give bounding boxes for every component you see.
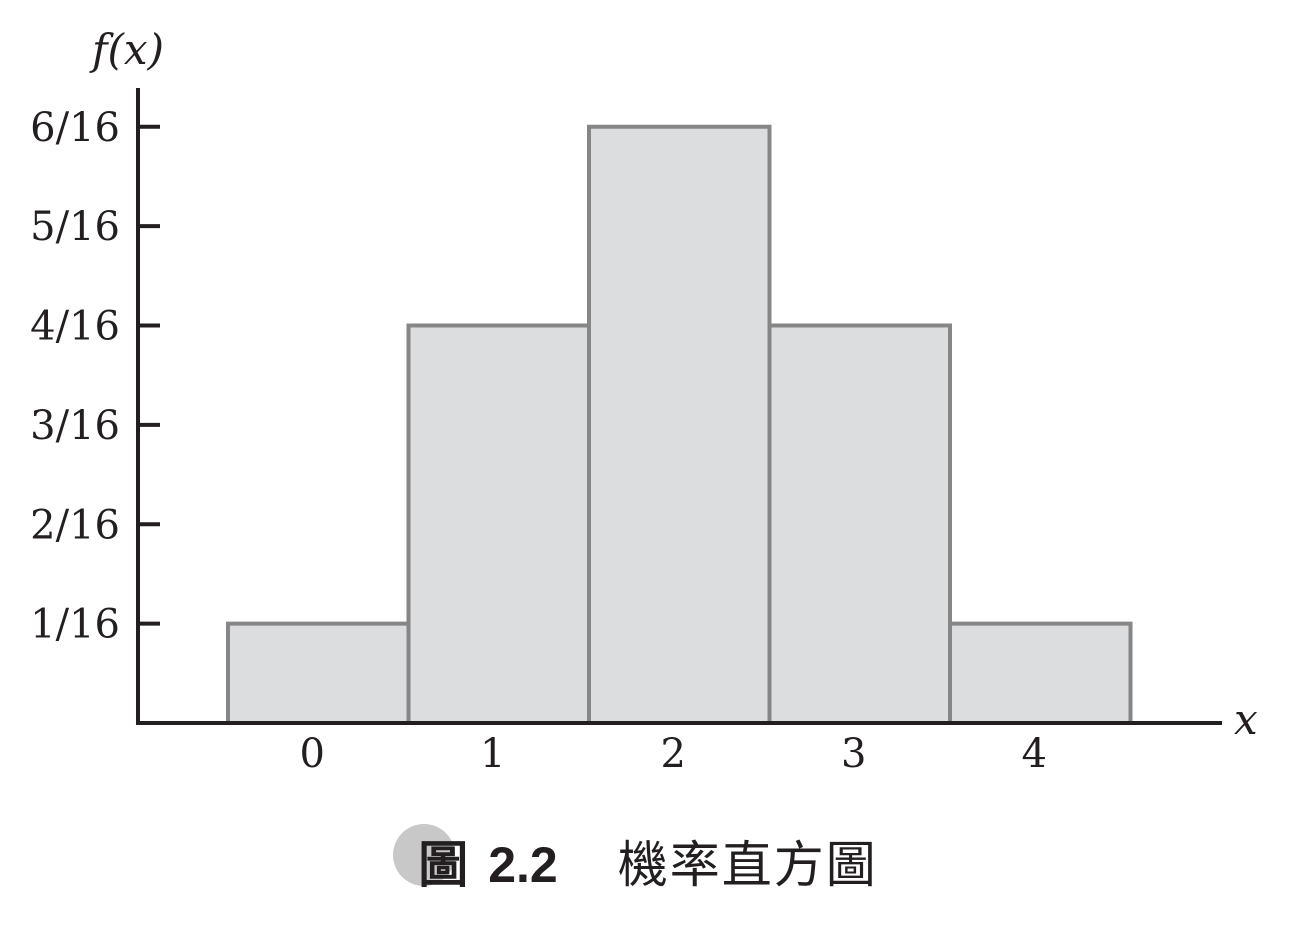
y-ticks-group: 1/16 2/16 3/16 4/16 5/16 6/16 [30,105,160,648]
bar-x-2 [587,124,772,725]
y-tick-label: 6/16 [30,105,120,151]
caption-title: 機率直方圖 [617,836,878,894]
y-tick-label: 5/16 [30,204,120,250]
bar-x-4 [948,621,1133,725]
x-axis-title: x [1234,695,1258,744]
histogram-chart: 1/16 2/16 3/16 4/16 5/16 6/16 0 1 2 3 4 f(x) x [30,25,1258,777]
y-tick-label: 3/16 [30,403,120,449]
bar-x-1 [406,323,591,725]
x-tick-label: 1 [480,731,505,777]
caption-figure-number: 2.2 [488,837,558,893]
y-tick-label: 4/16 [30,304,120,350]
x-tick-label: 0 [300,731,325,777]
bars-group [226,124,1133,725]
y-axis-title: f(x) [89,25,164,74]
figure-caption: 圖 2.2 機率直方圖 [0,824,1296,905]
y-tick-label: 2/16 [30,502,120,548]
y-tick-label: 1/16 [30,602,120,648]
caption-figure-word: 圖 [418,836,469,894]
x-tick-label: 3 [841,731,866,777]
bar-x-0 [226,621,411,725]
bar-x-3 [767,323,952,725]
caption-circle-decoration [393,824,456,886]
x-tick-label: 2 [661,731,686,777]
x-ticks-group: 0 1 2 3 4 [300,731,1047,777]
x-tick-label: 4 [1022,731,1047,777]
